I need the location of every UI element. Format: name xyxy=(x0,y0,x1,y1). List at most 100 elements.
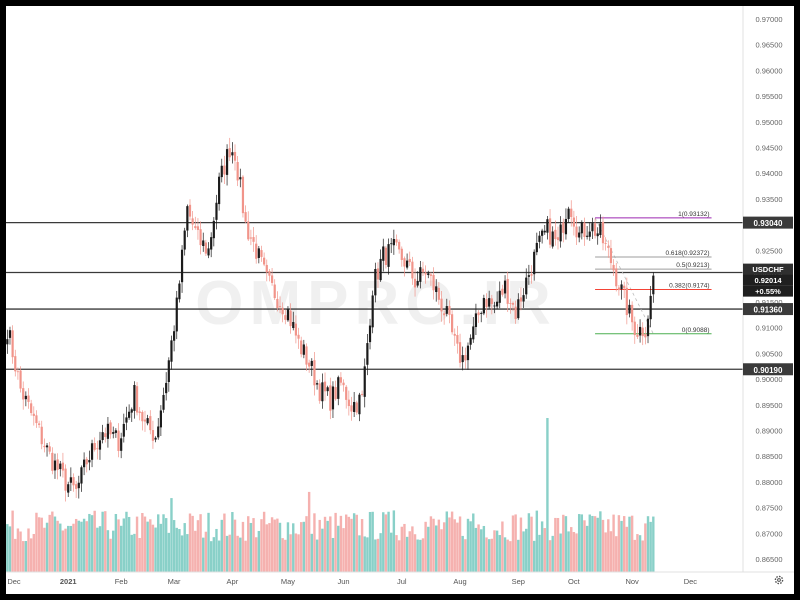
candle[interactable] xyxy=(310,358,313,377)
candle[interactable] xyxy=(149,410,152,435)
candle[interactable] xyxy=(604,237,607,251)
candle[interactable] xyxy=(416,271,419,288)
candle[interactable] xyxy=(615,262,618,292)
candle[interactable] xyxy=(321,373,324,409)
candle[interactable] xyxy=(464,347,467,369)
candle[interactable] xyxy=(191,210,194,231)
candle[interactable] xyxy=(419,260,422,289)
candle[interactable] xyxy=(551,226,554,249)
candle[interactable] xyxy=(461,346,464,371)
candle[interactable] xyxy=(305,343,308,371)
candle[interactable] xyxy=(633,316,636,344)
candle[interactable] xyxy=(382,238,385,272)
candle[interactable] xyxy=(408,251,411,267)
candle[interactable] xyxy=(620,280,623,300)
candle[interactable] xyxy=(165,372,168,401)
candle[interactable] xyxy=(477,309,480,323)
candle[interactable] xyxy=(363,358,366,408)
candle[interactable] xyxy=(233,144,237,171)
gear-icon[interactable] xyxy=(774,575,784,585)
candle[interactable] xyxy=(117,423,120,458)
candle[interactable] xyxy=(546,215,549,240)
candle[interactable] xyxy=(390,237,393,254)
candle[interactable] xyxy=(366,333,369,376)
candle[interactable] xyxy=(273,279,276,301)
candle[interactable] xyxy=(453,328,456,346)
candle[interactable] xyxy=(188,199,192,221)
candle[interactable] xyxy=(472,317,475,343)
candle[interactable] xyxy=(525,268,528,299)
candle[interactable] xyxy=(424,265,427,284)
candle[interactable] xyxy=(225,144,229,186)
candle[interactable] xyxy=(498,281,501,309)
candle[interactable] xyxy=(276,291,279,312)
candle[interactable] xyxy=(456,325,459,354)
candle[interactable] xyxy=(180,245,184,293)
candle[interactable] xyxy=(69,467,72,492)
candle[interactable] xyxy=(575,215,578,246)
candle[interactable] xyxy=(77,475,80,499)
candle[interactable] xyxy=(297,327,300,349)
candle[interactable] xyxy=(323,372,327,401)
candle[interactable] xyxy=(289,303,292,334)
candle[interactable] xyxy=(342,379,345,392)
candle[interactable] xyxy=(300,336,303,358)
candle[interactable] xyxy=(294,315,297,344)
candle[interactable] xyxy=(281,302,284,323)
candle[interactable] xyxy=(212,217,215,247)
candle[interactable] xyxy=(609,239,613,270)
candle[interactable] xyxy=(329,377,332,420)
candle[interactable] xyxy=(32,406,35,426)
candle[interactable] xyxy=(202,232,205,252)
candle[interactable] xyxy=(331,381,335,419)
candle[interactable] xyxy=(480,311,483,323)
candle[interactable] xyxy=(355,400,358,415)
candle[interactable] xyxy=(106,417,110,448)
candle[interactable] xyxy=(22,381,25,410)
candle[interactable] xyxy=(218,172,221,211)
candle[interactable] xyxy=(247,211,250,241)
candle[interactable] xyxy=(593,218,597,239)
candle[interactable] xyxy=(170,335,173,370)
candle[interactable] xyxy=(186,204,189,238)
candle[interactable] xyxy=(64,464,67,502)
candle[interactable] xyxy=(538,231,541,249)
candle[interactable] xyxy=(173,325,176,352)
candle[interactable] xyxy=(543,224,546,235)
candle[interactable] xyxy=(586,225,589,240)
candle[interactable] xyxy=(570,200,573,227)
candle[interactable] xyxy=(210,232,213,258)
candle[interactable] xyxy=(43,438,46,453)
candle[interactable] xyxy=(263,252,266,267)
candle[interactable] xyxy=(474,303,478,336)
candle[interactable] xyxy=(308,359,311,373)
candle[interactable] xyxy=(400,246,403,267)
candle[interactable] xyxy=(564,208,568,240)
candle[interactable] xyxy=(122,413,125,443)
candle[interactable] xyxy=(16,367,20,380)
candle[interactable] xyxy=(112,426,115,439)
candle[interactable] xyxy=(11,325,14,364)
candle[interactable] xyxy=(53,453,57,479)
candle[interactable] xyxy=(429,272,433,286)
candle[interactable] xyxy=(376,262,380,288)
candle[interactable] xyxy=(617,284,620,296)
candle[interactable] xyxy=(220,158,223,183)
candle[interactable] xyxy=(6,329,9,354)
candle[interactable] xyxy=(151,420,155,449)
candle[interactable] xyxy=(641,322,644,346)
candle[interactable] xyxy=(249,229,252,246)
candle[interactable] xyxy=(556,226,560,250)
candle[interactable] xyxy=(59,460,62,477)
candle[interactable] xyxy=(337,375,340,406)
candle[interactable] xyxy=(268,269,271,282)
candle[interactable] xyxy=(445,298,448,317)
candle[interactable] xyxy=(437,282,440,305)
candle[interactable] xyxy=(578,226,581,243)
candle[interactable] xyxy=(533,249,536,281)
candle[interactable] xyxy=(204,239,207,256)
candle[interactable] xyxy=(458,333,462,368)
candle[interactable] xyxy=(88,450,91,471)
candle[interactable] xyxy=(490,294,493,315)
candle[interactable] xyxy=(236,155,239,187)
